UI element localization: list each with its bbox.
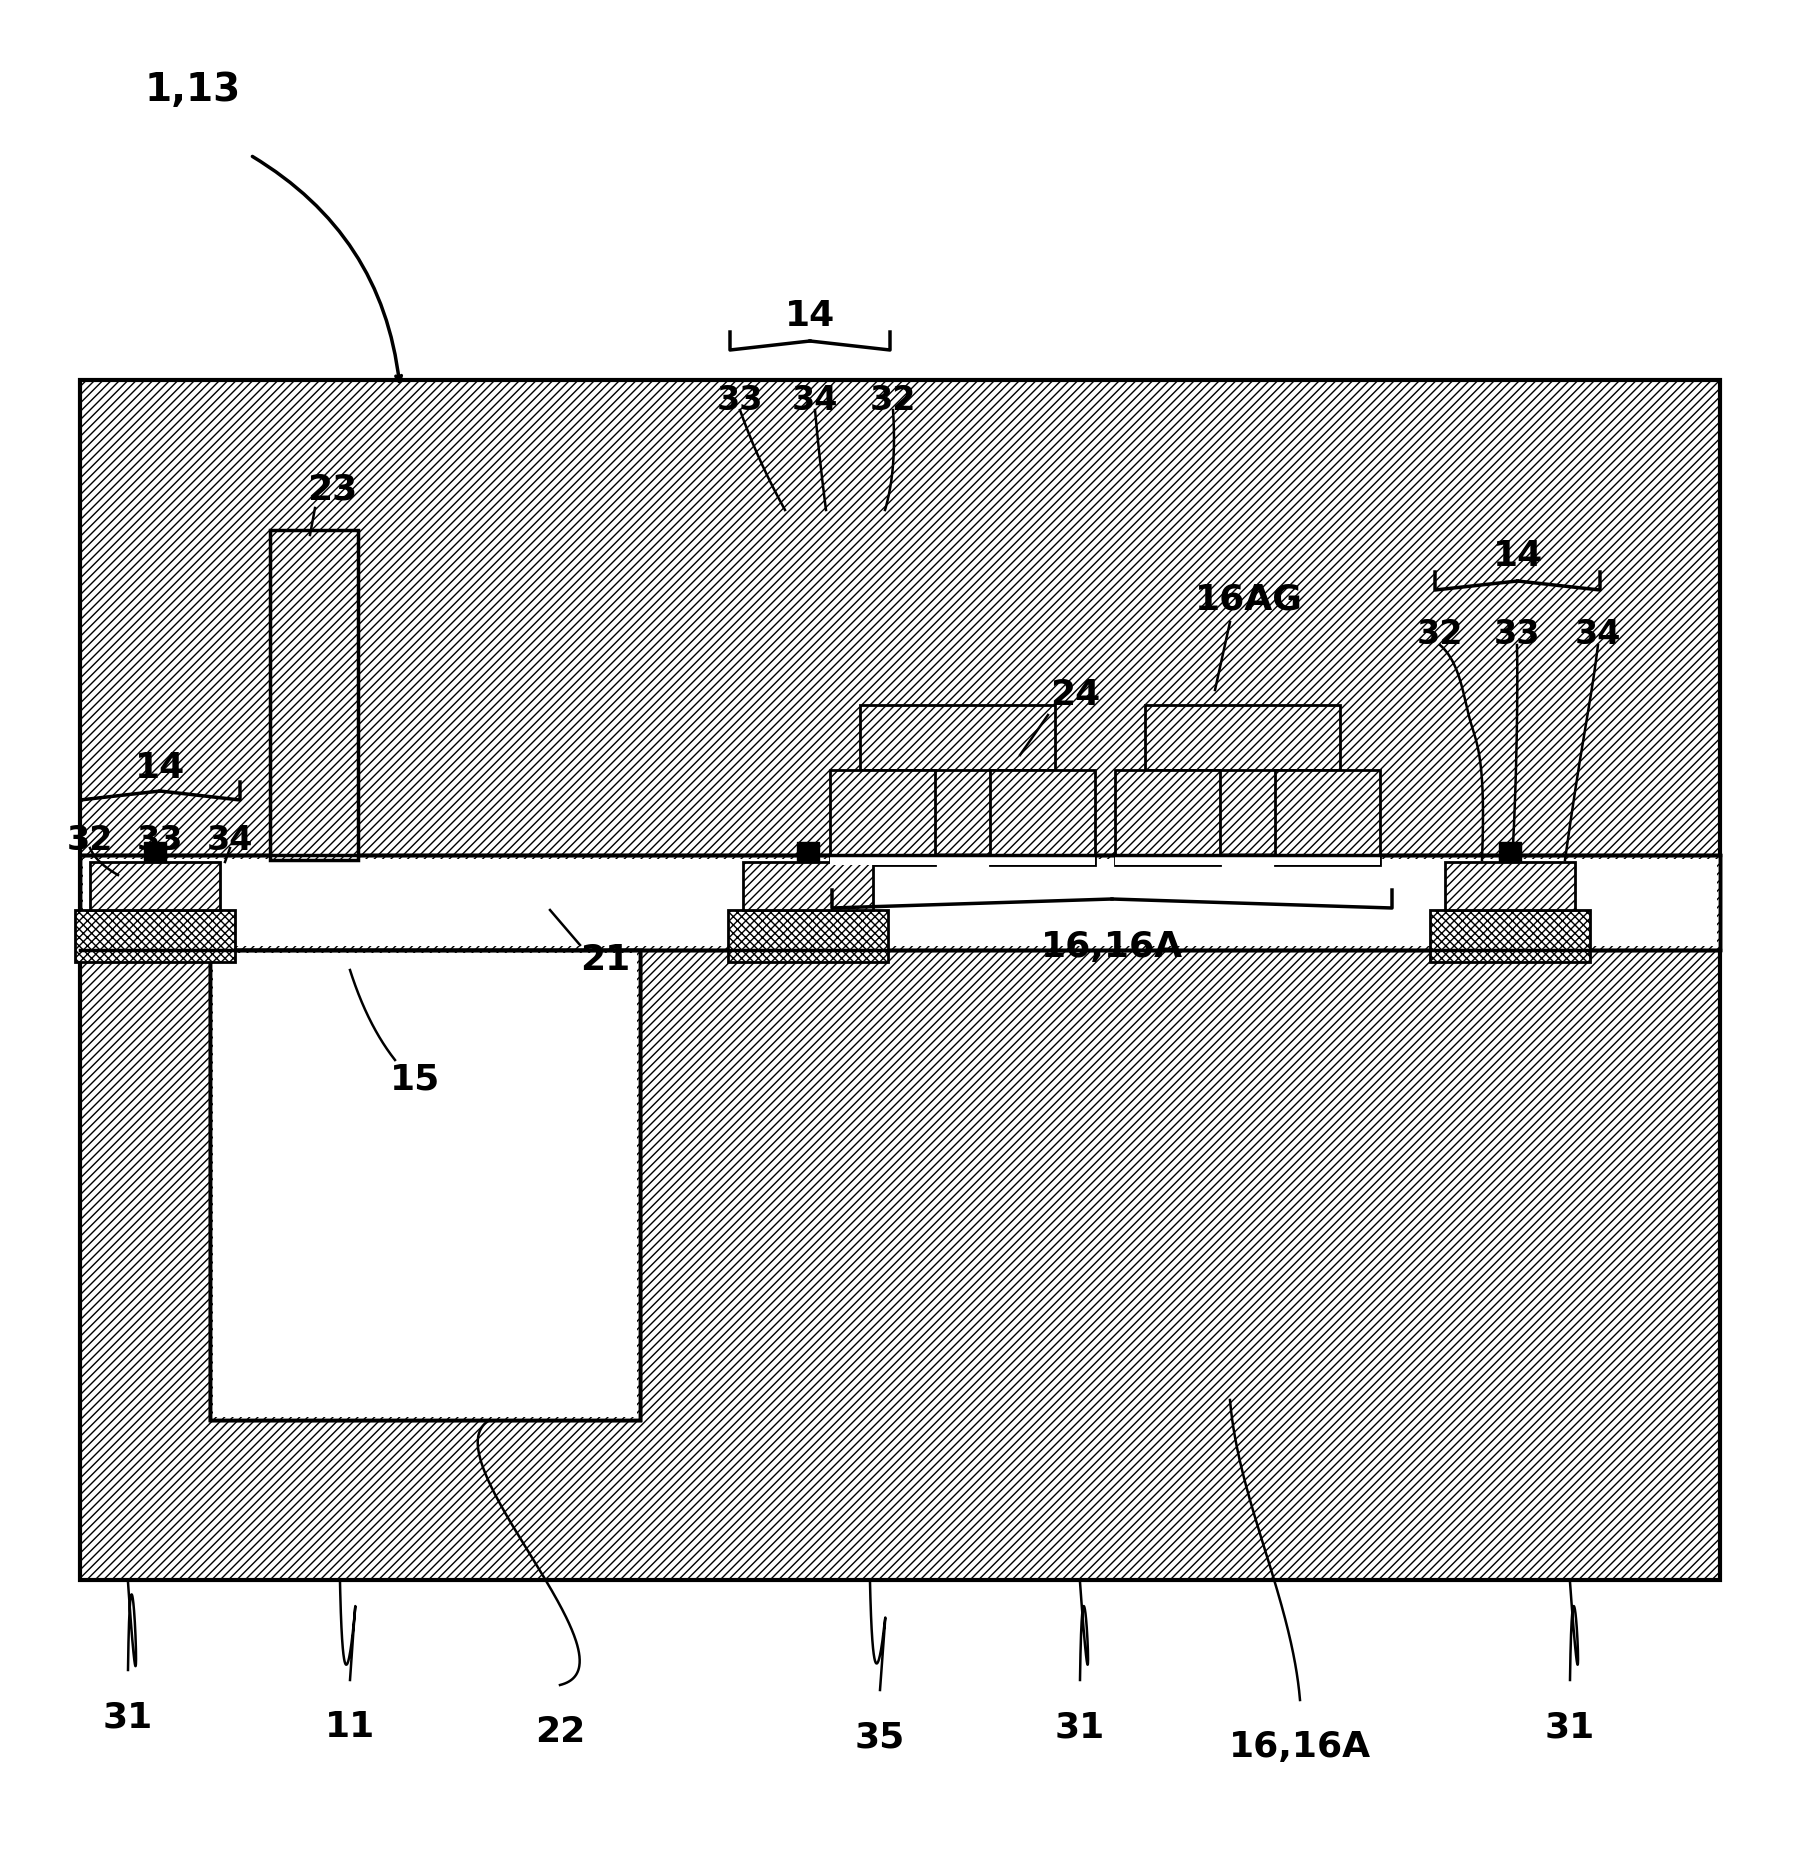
Bar	[1145, 705, 1341, 770]
Bar	[214, 954, 636, 1417]
Bar	[990, 770, 1094, 866]
Bar	[270, 529, 358, 860]
Bar	[210, 950, 640, 1419]
Text: 32: 32	[870, 383, 916, 417]
Text: 23: 23	[307, 473, 358, 507]
Bar	[210, 950, 640, 1419]
Bar	[830, 770, 934, 866]
Text: 31: 31	[1055, 1709, 1105, 1745]
Text: 33: 33	[717, 383, 764, 417]
Bar	[798, 842, 819, 862]
Text: 14: 14	[1493, 539, 1544, 572]
Text: 32: 32	[1416, 619, 1463, 651]
Bar	[728, 911, 888, 961]
Bar	[1445, 862, 1574, 911]
Bar	[90, 862, 219, 911]
Text: 16AG: 16AG	[1195, 583, 1303, 617]
Text: 15: 15	[390, 1062, 440, 1098]
Text: 34: 34	[207, 823, 253, 856]
Bar	[75, 911, 235, 961]
Bar	[210, 950, 640, 1419]
Bar	[81, 855, 1720, 950]
Bar	[83, 858, 1716, 946]
Bar	[1430, 911, 1590, 961]
Bar	[81, 855, 1720, 950]
Text: 33: 33	[137, 823, 183, 856]
Bar	[1114, 770, 1220, 866]
Text: 33: 33	[1493, 619, 1540, 651]
Bar	[1114, 855, 1380, 866]
Text: 34: 34	[1574, 619, 1621, 651]
Text: 22: 22	[536, 1715, 586, 1748]
Text: 14: 14	[135, 752, 185, 785]
Bar	[830, 855, 1094, 866]
Text: 31: 31	[102, 1700, 153, 1733]
Text: 16,16A: 16,16A	[1040, 929, 1182, 965]
Text: 35: 35	[855, 1720, 906, 1754]
Text: 34: 34	[792, 383, 837, 417]
Bar	[861, 705, 1055, 770]
Bar	[742, 862, 873, 911]
Text: 32: 32	[66, 823, 113, 856]
Text: 1,13: 1,13	[146, 71, 241, 108]
Bar	[144, 842, 165, 862]
Text: 24: 24	[1049, 679, 1100, 712]
Bar	[81, 380, 1720, 1580]
Text: 11: 11	[325, 1709, 376, 1745]
Text: 16,16A: 16,16A	[1229, 1730, 1371, 1763]
Bar	[1499, 842, 1520, 862]
Text: 31: 31	[1545, 1709, 1596, 1745]
Bar	[1276, 770, 1380, 866]
Text: 14: 14	[785, 299, 836, 333]
Text: 21: 21	[580, 942, 631, 976]
